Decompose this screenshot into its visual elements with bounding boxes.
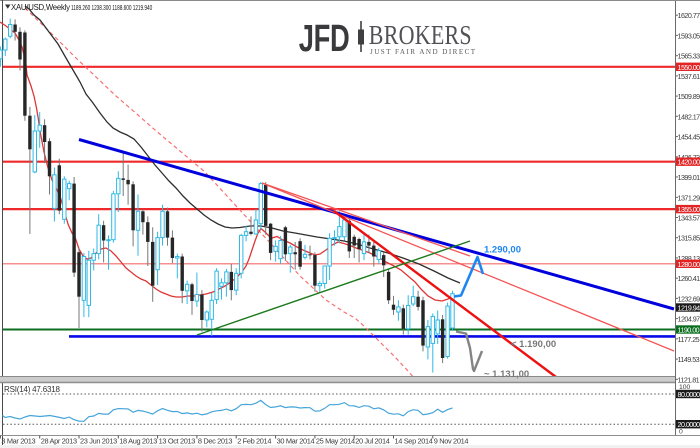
svg-text:1280.00: 1280.00 — [678, 260, 700, 269]
svg-text:1355.00: 1355.00 — [678, 205, 700, 214]
svg-text:1189.260 1238.300 1188.600 121: 1189.260 1238.300 1188.600 1219.940 — [71, 5, 153, 12]
svg-text:~ 1.131,00: ~ 1.131,00 — [484, 369, 529, 380]
svg-text:1232.69: 1232.69 — [678, 294, 700, 303]
svg-text:1593.05: 1593.05 — [678, 31, 700, 40]
svg-text:1.290,00: 1.290,00 — [484, 245, 521, 256]
svg-text:25 May 2014: 25 May 2014 — [316, 437, 355, 446]
svg-text:1620.77: 1620.77 — [678, 11, 700, 20]
svg-text:18 Aug 2013: 18 Aug 2013 — [119, 437, 157, 446]
svg-text:1565.33: 1565.33 — [678, 52, 700, 61]
svg-text:28 Apr 2013: 28 Apr 2013 — [41, 437, 77, 446]
svg-text:1399.01: 1399.01 — [678, 173, 700, 182]
svg-text:1177.25: 1177.25 — [678, 335, 700, 344]
svg-text:JUST FAIR AND DIRECT: JUST FAIR AND DIRECT — [370, 48, 477, 56]
svg-text:8 Dec 2013: 8 Dec 2013 — [198, 437, 233, 446]
svg-text:0: 0 — [679, 429, 683, 436]
svg-text:1219.94: 1219.94 — [678, 304, 700, 313]
svg-text:1420.00: 1420.00 — [678, 158, 700, 167]
svg-text:30 Mar 2014: 30 Mar 2014 — [277, 437, 315, 446]
svg-text:9 Nov 2014: 9 Nov 2014 — [434, 437, 469, 446]
svg-text:1315.85: 1315.85 — [678, 234, 700, 243]
svg-text:1288.13: 1288.13 — [678, 254, 700, 263]
svg-text:BROKERS: BROKERS — [369, 21, 472, 51]
svg-text:1343.57: 1343.57 — [678, 214, 700, 223]
svg-text:20.0000: 20.0000 — [678, 420, 700, 429]
svg-text:13 Oct 2013: 13 Oct 2013 — [159, 437, 196, 446]
svg-text:1190.00: 1190.00 — [678, 326, 700, 335]
svg-text:14 Sep 2014: 14 Sep 2014 — [395, 437, 433, 446]
svg-text:23 Jun 2013: 23 Jun 2013 — [80, 437, 117, 446]
svg-text:1204.97: 1204.97 — [678, 315, 700, 324]
svg-text:1121.81: 1121.81 — [678, 375, 700, 384]
svg-text:< 1.190,00: < 1.190,00 — [511, 339, 556, 350]
svg-text:XAU/USD,Weekly: XAU/USD,Weekly — [11, 3, 70, 12]
svg-text:1550.00: 1550.00 — [678, 63, 700, 72]
svg-text:1149.53: 1149.53 — [678, 355, 700, 364]
svg-text:JFD: JFD — [299, 18, 350, 60]
svg-text:RSI(14) 47.6318: RSI(14) 47.6318 — [4, 385, 60, 394]
svg-text:2 Feb 2014: 2 Feb 2014 — [237, 437, 271, 446]
svg-text:1509.89: 1509.89 — [678, 92, 700, 101]
svg-text:1371.29: 1371.29 — [678, 193, 700, 202]
svg-text:1454.45: 1454.45 — [678, 133, 700, 142]
svg-text:80.0000: 80.0000 — [678, 390, 700, 399]
svg-text:3 Mar 2013: 3 Mar 2013 — [1, 437, 35, 446]
svg-text:1260.41: 1260.41 — [678, 274, 700, 283]
svg-text:1537.61: 1537.61 — [678, 72, 700, 81]
svg-text:100: 100 — [679, 384, 691, 391]
svg-text:1482.17: 1482.17 — [678, 112, 700, 121]
svg-text:1426.73: 1426.73 — [678, 153, 700, 162]
svg-text:20 Jul 2014: 20 Jul 2014 — [355, 437, 390, 446]
